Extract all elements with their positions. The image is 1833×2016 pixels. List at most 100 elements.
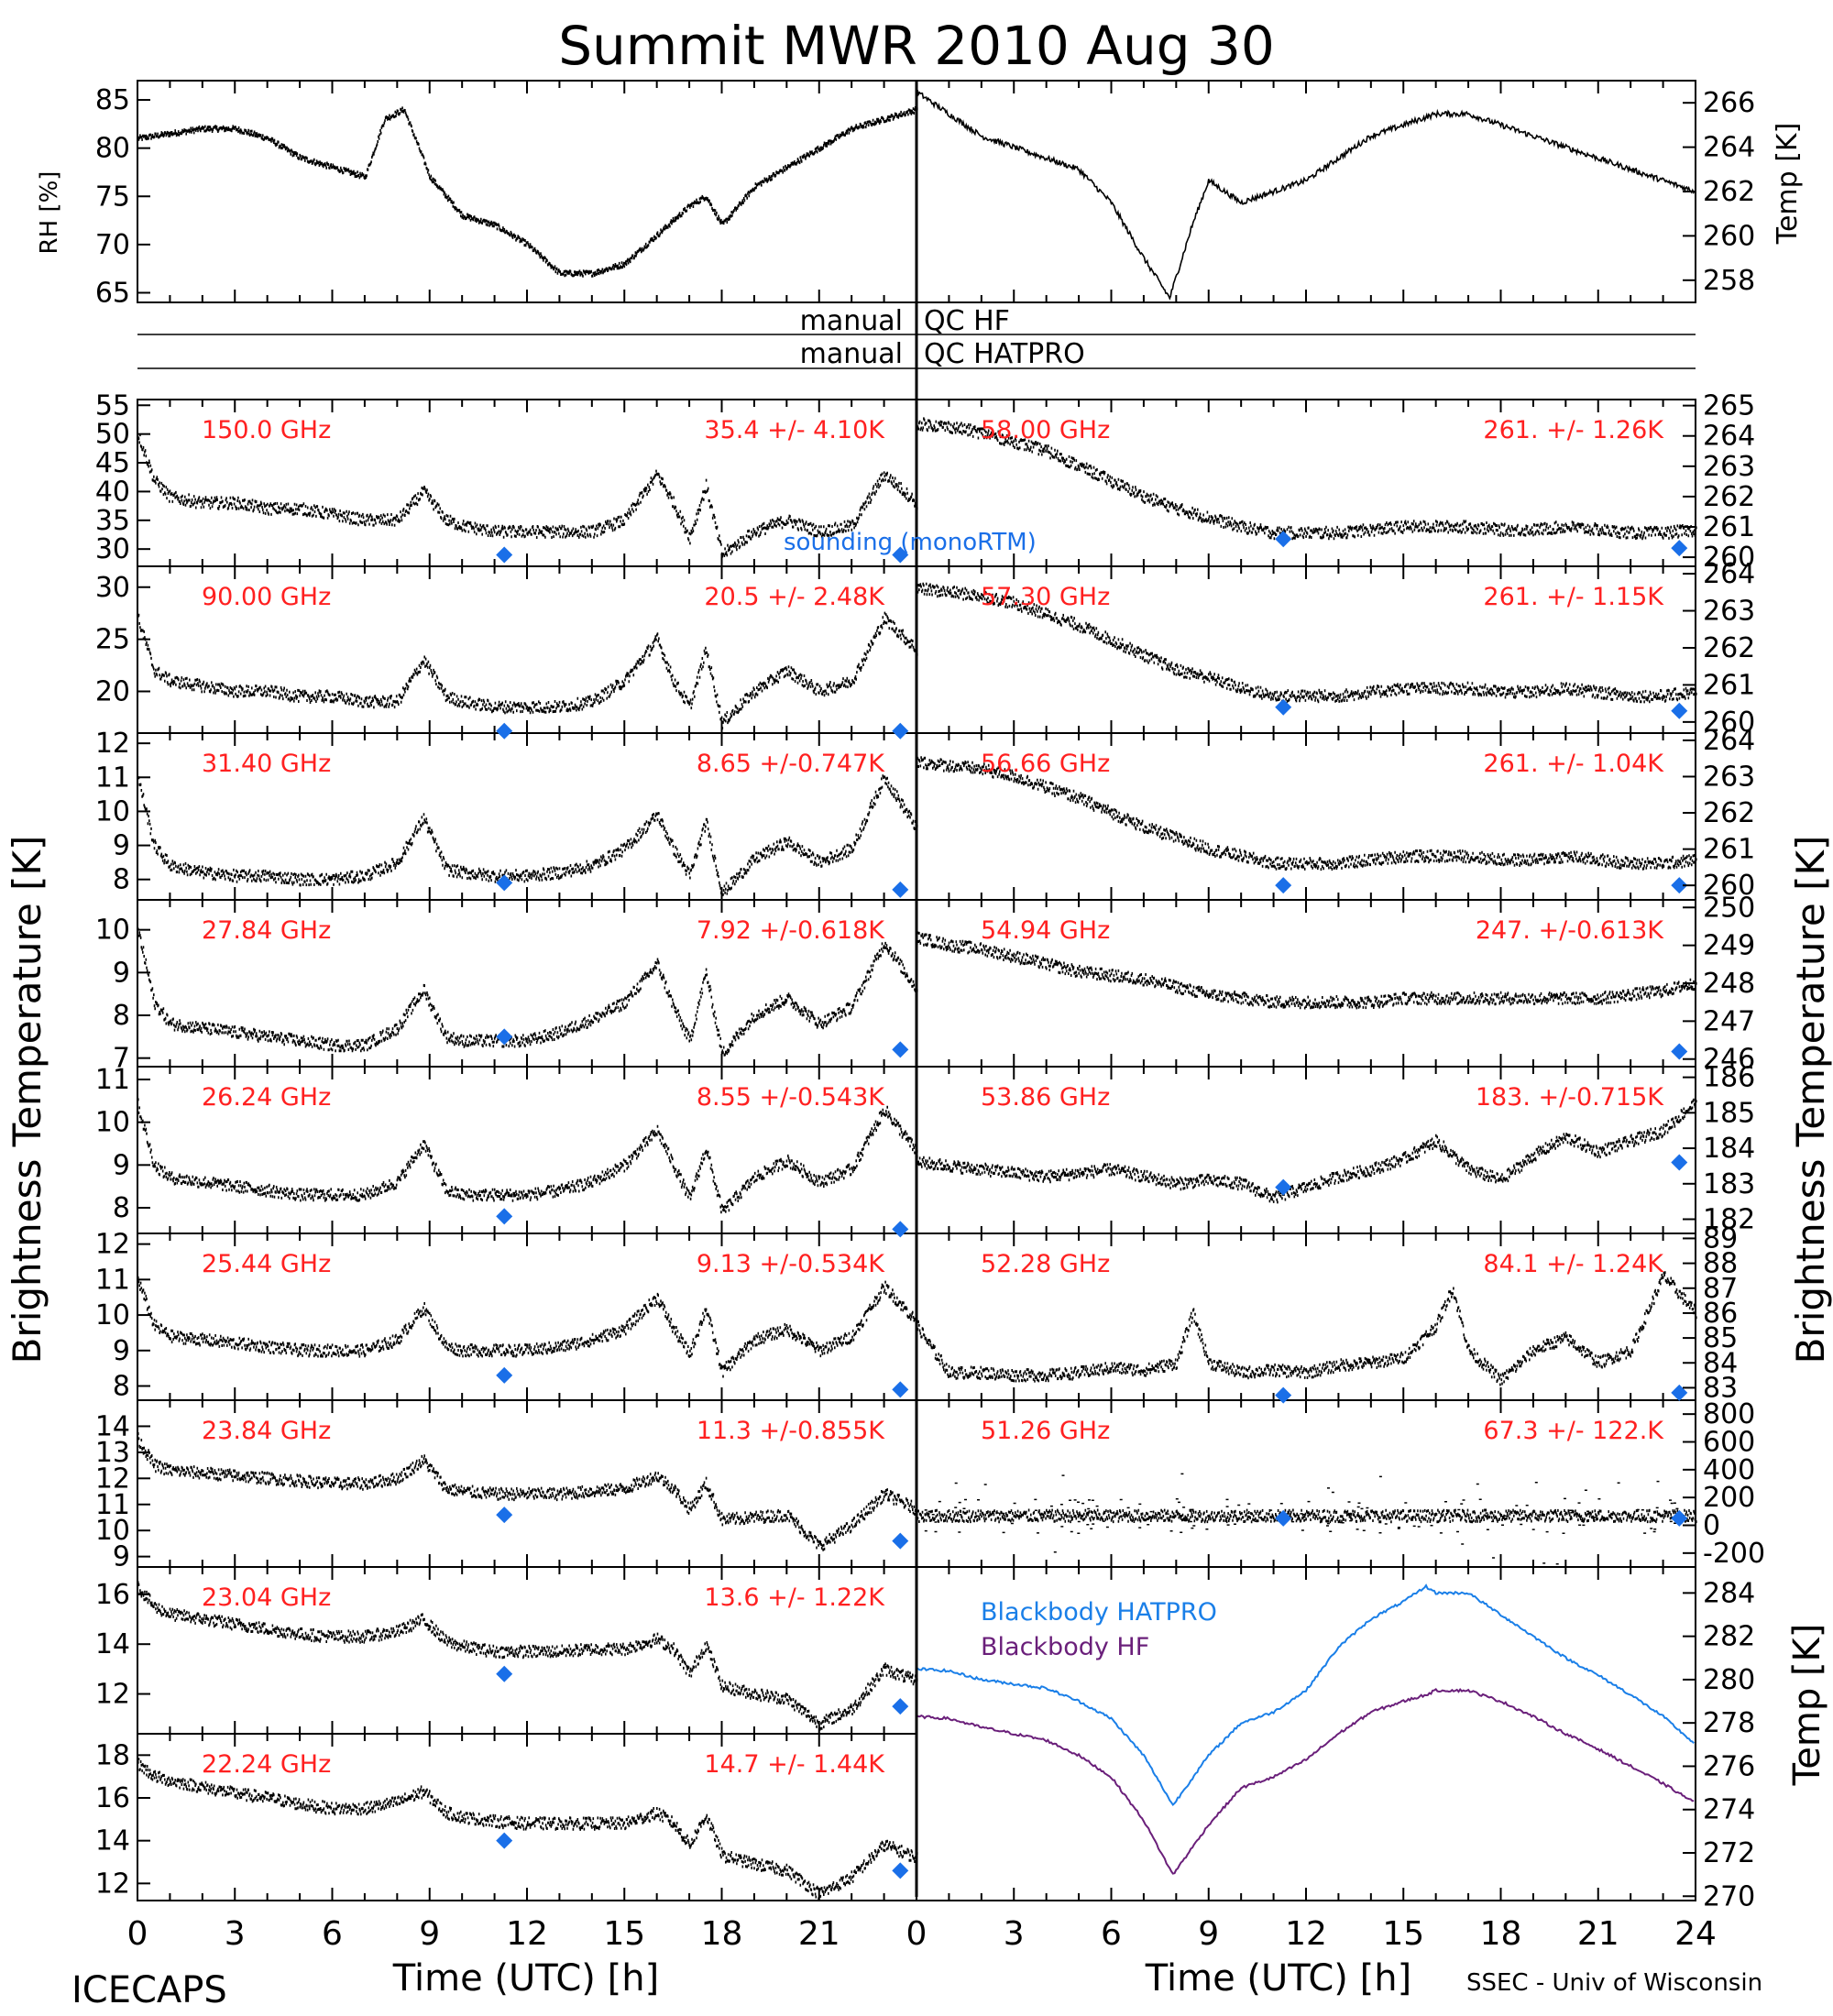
ytick-label-blackbody: 276 [1703, 1750, 1755, 1782]
series-points-ch27 [137, 927, 918, 1057]
stats-label: 14.7 +/- 1.44K [704, 1750, 885, 1779]
ytick-label-ch23_84: 9 [113, 1541, 130, 1573]
series-points-ch23_84 [137, 1432, 918, 1551]
stats-label: 183. +/-0.715K [1476, 1083, 1664, 1112]
frequency-label: 52.28 GHz [981, 1250, 1110, 1278]
ytick-label-ch58: 264 [1703, 421, 1755, 453]
ytick-label-ch57: 262 [1703, 632, 1755, 664]
stats-label: 8.65 +/-0.747K [697, 750, 885, 778]
ytick-label-ch58: 265 [1703, 390, 1755, 422]
ytick-label-ch52: 86 [1703, 1298, 1738, 1330]
ytick-label-ch23_84: 14 [95, 1410, 130, 1442]
sounding-marker [1275, 698, 1292, 716]
xtick-label-left: 9 [419, 1915, 440, 1953]
xtick-label-left: 15 [603, 1915, 645, 1953]
data-layer [137, 90, 1697, 1901]
ytick-label-ch25: 8 [113, 1371, 130, 1403]
ytick-label-ch23_84: 12 [95, 1463, 130, 1495]
xtick-label-right: 18 [1480, 1915, 1522, 1953]
stats-label: 84.1 +/- 1.24K [1483, 1250, 1664, 1278]
sounding-marker [892, 1532, 909, 1550]
ytick-label-ch56: 264 [1703, 725, 1755, 757]
ytick-label-ch56: 261 [1703, 834, 1755, 866]
ytick-label-ch58: 262 [1703, 481, 1755, 513]
ytick-label-rh: 70 [95, 229, 130, 261]
frequency-label: 26.24 GHz [202, 1083, 331, 1112]
stats-label: 7.92 +/-0.618K [697, 916, 885, 945]
frequency-label: 22.24 GHz [202, 1750, 331, 1779]
series-line-temp [916, 90, 1696, 301]
ytick-label-ch31: 9 [113, 830, 130, 862]
temp-axis-label: Temp [K] [1772, 123, 1804, 246]
ytick-label-ch25: 11 [95, 1264, 130, 1296]
ytick-label-blackbody: 280 [1703, 1664, 1755, 1696]
footer-left: ICECAPS [71, 1969, 227, 2011]
sounding-marker [496, 1028, 513, 1046]
bt-axis-label-left: Brightness Temperature [K] [5, 836, 49, 1364]
ytick-label-blackbody: 272 [1703, 1837, 1755, 1869]
ytick-label-ch51: 600 [1703, 1427, 1755, 1459]
stats-label: 261. +/- 1.04K [1483, 750, 1664, 778]
blackbody-hf-legend: Blackbody HF [981, 1633, 1149, 1661]
ytick-label-temp: 262 [1703, 176, 1755, 208]
ytick-label-ch25: 12 [95, 1229, 130, 1261]
ytick-label-blackbody: 270 [1703, 1880, 1755, 1912]
ytick-label-ch31: 10 [95, 795, 130, 827]
sounding-marker [892, 546, 909, 564]
stats-label: 8.55 +/-0.543K [697, 1083, 885, 1112]
ytick-label-blackbody: 278 [1703, 1707, 1755, 1739]
ytick-label-ch58: 260 [1703, 542, 1755, 574]
ytick-label-ch31: 12 [95, 728, 130, 760]
ytick-label-ch52: 88 [1703, 1248, 1738, 1280]
series-points-ch150 [137, 433, 918, 558]
ytick-label-ch56: 262 [1703, 797, 1755, 829]
ytick-label-ch53: 186 [1703, 1062, 1755, 1094]
frequency-label: 31.40 GHz [202, 750, 331, 778]
sounding-marker [1671, 877, 1688, 894]
stats-label: 261. +/- 1.26K [1483, 416, 1664, 444]
ytick-label-ch53: 182 [1703, 1204, 1755, 1236]
ytick-label-rh: 65 [95, 277, 130, 309]
sounding-marker [1671, 1154, 1688, 1171]
ytick-label-ch22: 16 [95, 1782, 130, 1814]
ytick-label-ch90: 20 [95, 676, 130, 708]
ytick-label-temp: 260 [1703, 220, 1755, 252]
sounding-marker [1671, 540, 1688, 557]
stats-label: 35.4 +/- 4.10K [704, 416, 885, 444]
ytick-label-ch54: 248 [1703, 968, 1755, 1000]
frequency-label: 53.86 GHz [981, 1083, 1110, 1112]
blackbody-hatpro-legend: Blackbody HATPRO [981, 1598, 1217, 1627]
ytick-label-ch57: 260 [1703, 707, 1755, 739]
ytick-label-ch52: 83 [1703, 1372, 1738, 1404]
sounding-marker [892, 1698, 909, 1715]
sounding-marker [496, 1366, 513, 1384]
label-layer: 6570758085258260262264266303540455055150… [95, 84, 1765, 1953]
series-points-ch31 [137, 774, 918, 897]
frequency-label: 90.00 GHz [202, 583, 331, 611]
time-axis-label-right: Time (UTC) [h] [1145, 1957, 1411, 2000]
sounding-marker [892, 1221, 909, 1238]
series-points-ch90 [137, 611, 918, 730]
qc-hf-left-label: manual [800, 305, 903, 337]
ytick-label-ch58: 263 [1703, 451, 1755, 483]
xtick-label-left: 6 [322, 1915, 343, 1953]
stats-label: 13.6 +/- 1.22K [704, 1583, 885, 1612]
sounding-marker [892, 1381, 909, 1398]
sounding-marker [496, 1832, 513, 1849]
xtick-label-right: 6 [1101, 1915, 1122, 1953]
series-line-blackbody-hatpro [916, 1583, 1695, 1807]
ytick-label-ch22: 12 [95, 1868, 130, 1900]
frequency-label: 27.84 GHz [202, 916, 331, 945]
ytick-label-ch26: 9 [113, 1149, 130, 1181]
ytick-label-ch52: 85 [1703, 1322, 1738, 1354]
ytick-label-ch23_84: 10 [95, 1515, 130, 1547]
ytick-label-blackbody: 284 [1703, 1577, 1755, 1609]
ytick-label-ch150: 40 [95, 476, 130, 508]
ytick-label-ch57: 264 [1703, 558, 1755, 590]
ytick-label-ch52: 87 [1703, 1273, 1738, 1305]
ytick-label-ch27: 10 [95, 915, 130, 947]
series-points-ch25 [137, 1276, 918, 1378]
ytick-label-ch54: 246 [1703, 1044, 1755, 1076]
ytick-label-ch150: 30 [95, 533, 130, 565]
